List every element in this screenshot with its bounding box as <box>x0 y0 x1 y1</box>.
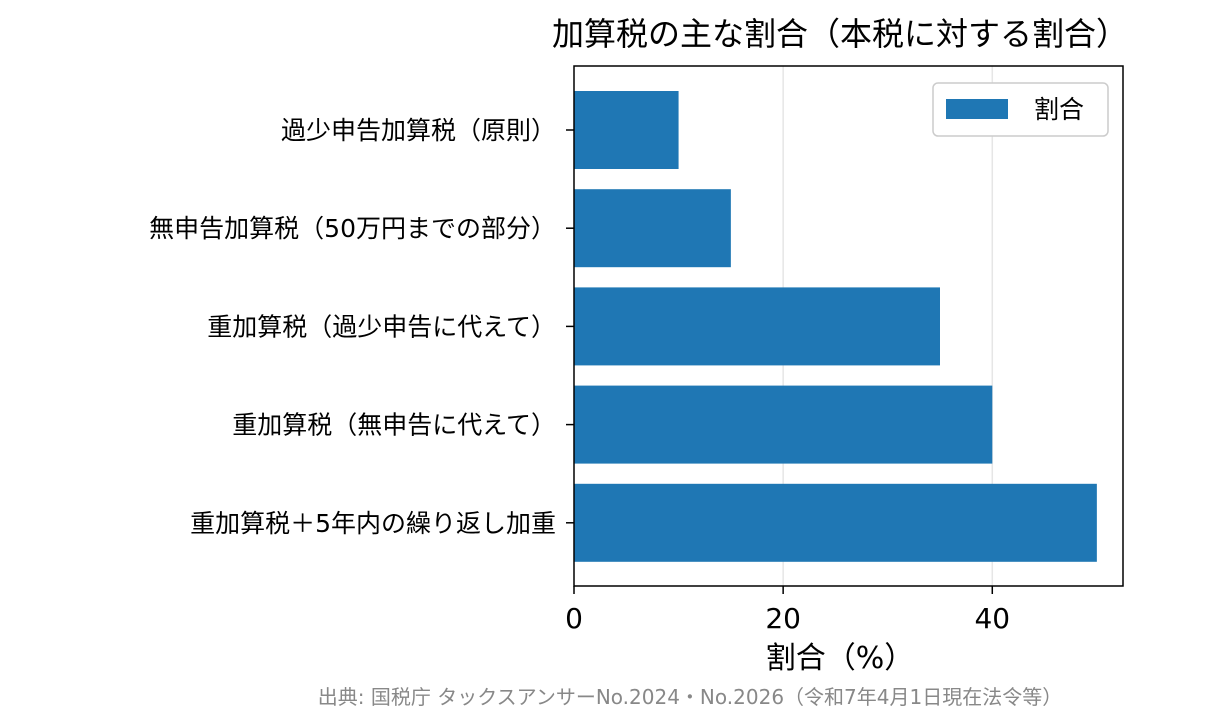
x-axis-label: 割合（%） <box>766 641 915 676</box>
y-tick-label: 重加算税（過少申告に代えて） <box>207 312 556 341</box>
bar <box>574 91 679 169</box>
bar <box>574 287 940 366</box>
source-note: 出典: 国税庁 タックスアンサーNo.2024・No.2026（令和7年4月1日… <box>318 685 1062 709</box>
chart-title: 加算税の主な割合（本税に対する割合） <box>552 15 1128 53</box>
bars <box>574 91 1097 562</box>
x-tick-label: 0 <box>565 602 583 635</box>
x-tick-label: 20 <box>765 602 801 635</box>
y-tick-label: 重加算税＋5年内の繰り返し加重 <box>190 509 556 538</box>
x-axis: 0 20 40 <box>565 586 1010 635</box>
y-tick-label: 重加算税（無申告に代えて） <box>232 411 556 440</box>
legend-label: 割合 <box>1034 95 1084 124</box>
legend-swatch <box>946 99 1008 119</box>
y-tick-label: 無申告加算税（50万円までの部分） <box>149 214 556 243</box>
bar <box>574 189 731 268</box>
x-tick-label: 40 <box>974 602 1010 635</box>
legend: 割合 <box>932 82 1109 137</box>
bar <box>574 385 993 464</box>
y-tick-label: 過少申告加算税（原則） <box>281 116 556 145</box>
bar <box>574 483 1097 562</box>
legend-box <box>932 82 1109 137</box>
y-axis: 過少申告加算税（原則） 無申告加算税（50万円までの部分） 重加算税（過少申告に代え… <box>149 116 574 538</box>
